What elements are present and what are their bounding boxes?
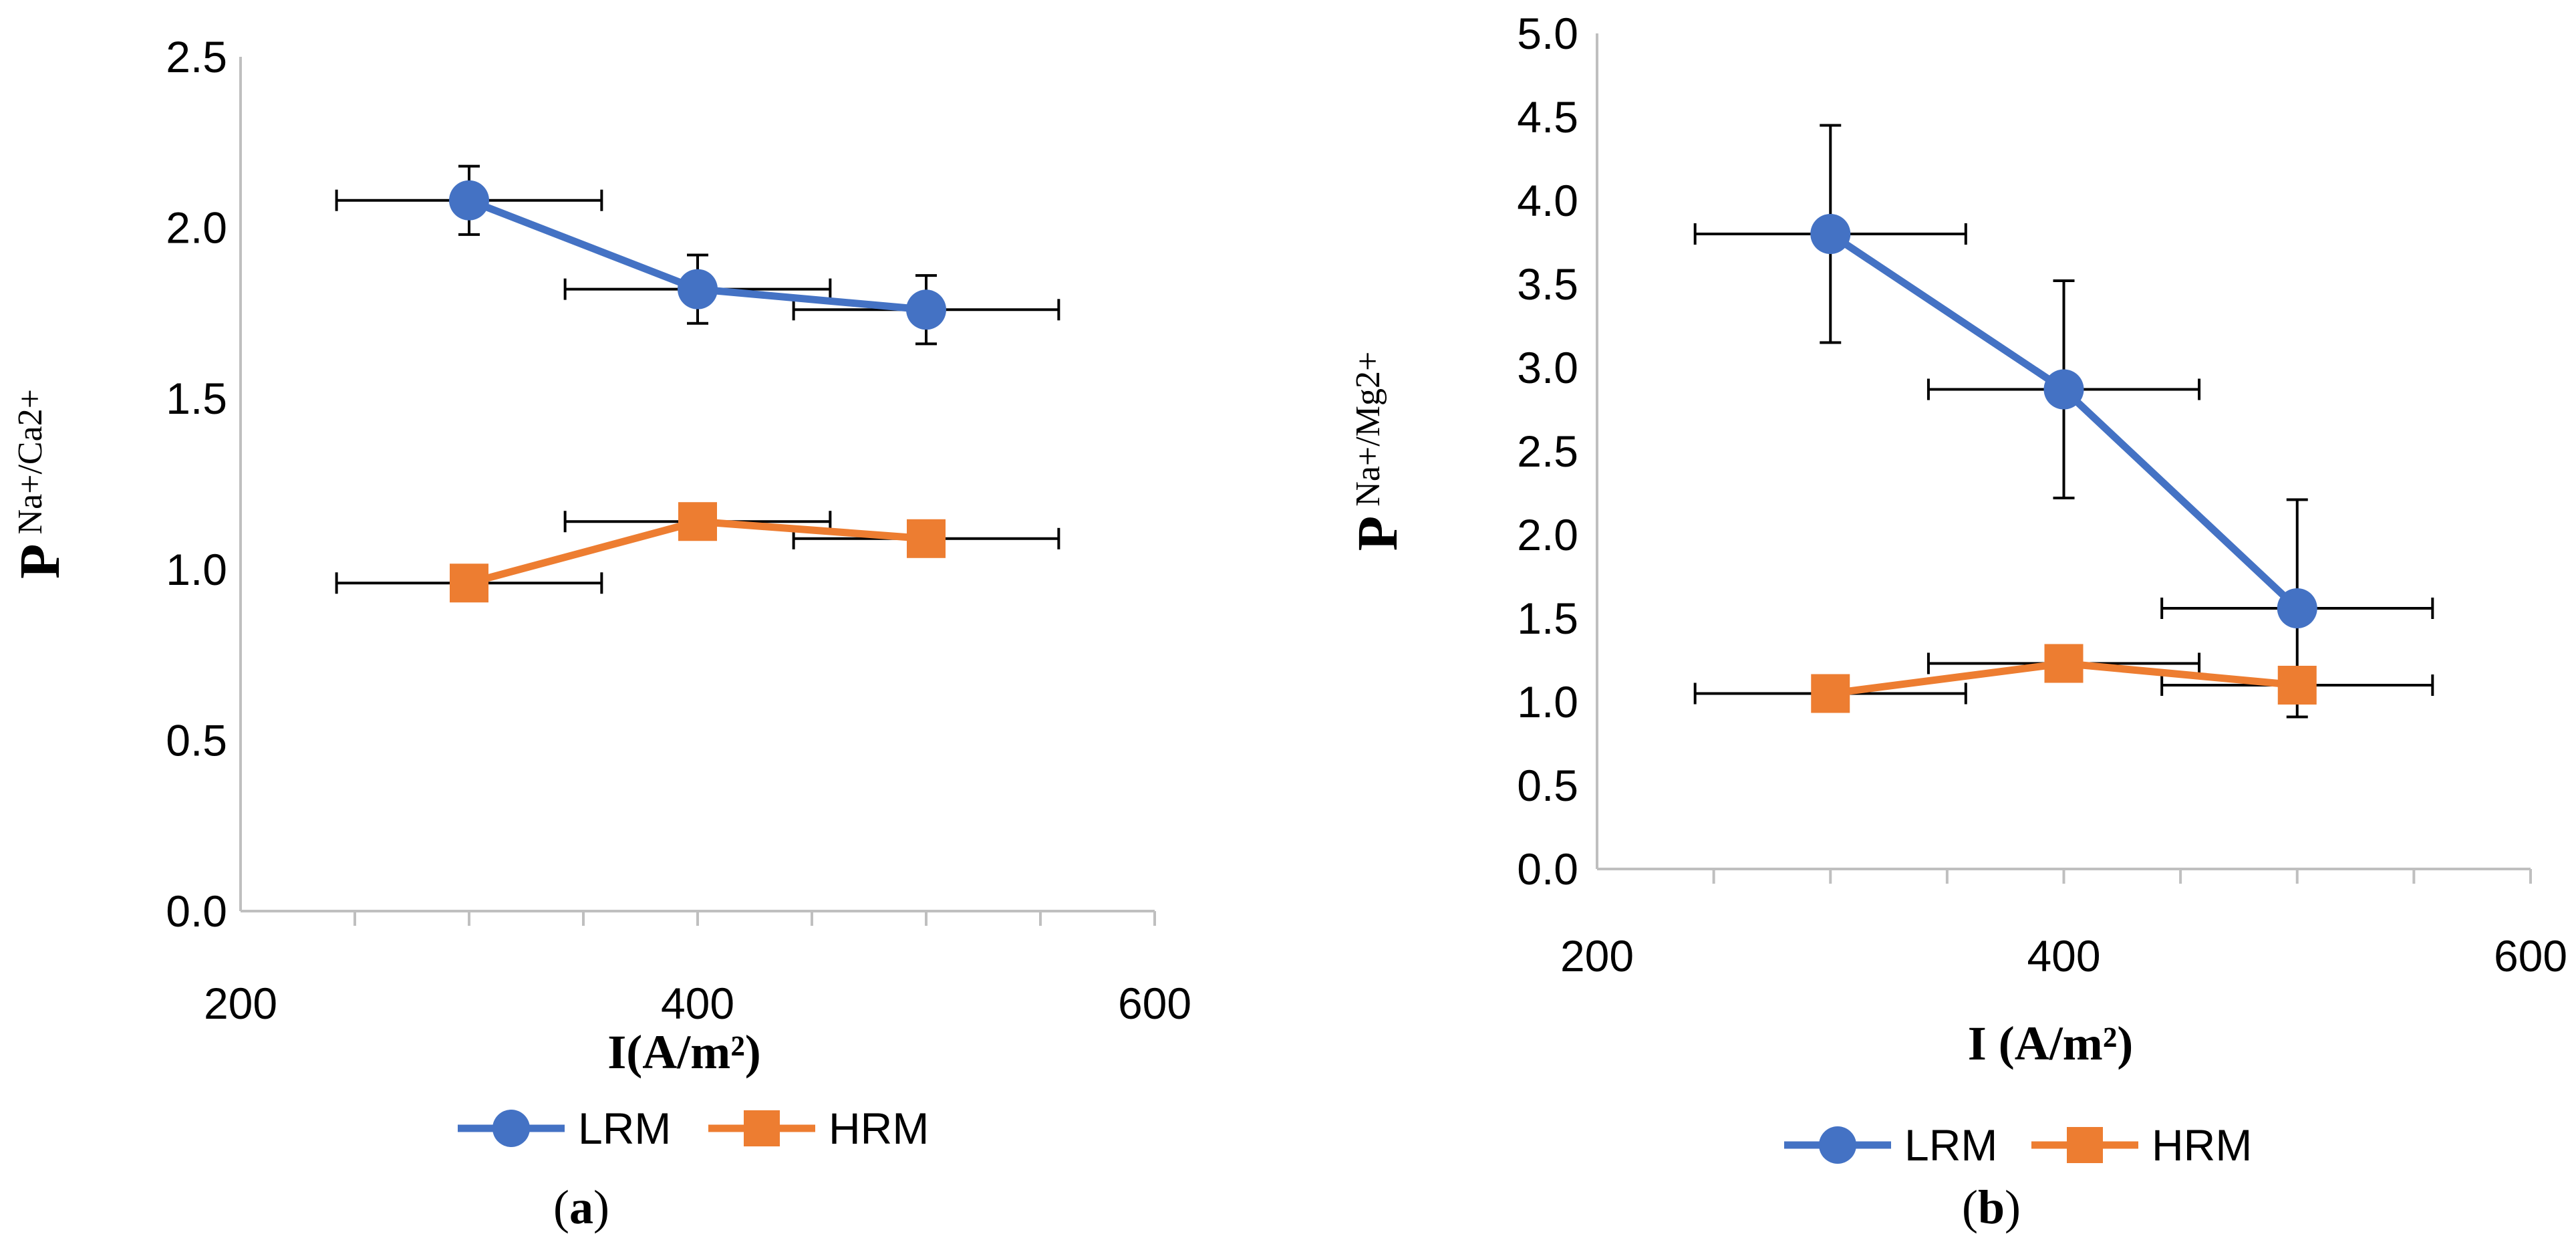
- data-point: [450, 564, 488, 603]
- y-tick-label: 2.5: [1517, 426, 1578, 476]
- x-tick-label: 200: [1560, 931, 1634, 981]
- y-tick-label: 4.5: [1517, 92, 1578, 142]
- legend-marker: [1819, 1126, 1856, 1164]
- chart-b: 0.0 0.5 1.0 1.5 2.0 2.5 3.0 3.5 4.0 4.5 5.0 200 400 6…: [1345, 9, 2567, 1170]
- x-tick-label: 600: [1118, 979, 1191, 1028]
- series-lrm: [1693, 124, 2434, 719]
- caption-b: (b): [1962, 1180, 2021, 1234]
- y-axis-title-sub: Na+/Mg2+: [1349, 352, 1387, 507]
- legend-marker: [744, 1110, 780, 1146]
- legend-label: LRM: [1904, 1120, 1997, 1170]
- y-tick-label: 1.5: [166, 374, 227, 423]
- y-tick-label: 0.5: [166, 715, 227, 765]
- x-tick-label: 600: [2494, 931, 2567, 981]
- y-tick-label: 3.5: [1517, 259, 1578, 309]
- legend: LRM HRM: [1784, 1120, 2252, 1170]
- y-tick-label: 0.5: [1517, 761, 1578, 810]
- y-axis-title: P Na+/Mg2+: [1345, 352, 1409, 551]
- data-point: [678, 502, 717, 541]
- data-point: [2277, 666, 2317, 705]
- y-axis-title-sub: Na+/Ca2+: [11, 389, 49, 535]
- y-tick-label: 1.0: [1517, 677, 1578, 727]
- series-hrm: [1693, 644, 2434, 713]
- x-tick-label: 200: [204, 979, 277, 1028]
- y-tick-label: 2.5: [166, 32, 227, 82]
- y-tick-label: 0.0: [1517, 844, 1578, 894]
- y-tick-label: 1.0: [166, 545, 227, 594]
- data-point: [2043, 369, 2084, 410]
- x-axis-title: I(A/m²): [607, 1025, 761, 1079]
- x-tick-label: 400: [2027, 931, 2100, 981]
- legend-marker: [2067, 1127, 2103, 1163]
- legend-label: LRM: [578, 1104, 671, 1153]
- y-tick-label: 2.0: [166, 203, 227, 253]
- y-tick-label: 5.0: [1517, 9, 1578, 58]
- y-tick-label: 3.0: [1517, 343, 1578, 392]
- y-tick-label: 1.5: [1517, 594, 1578, 643]
- y-axis-title-main: P: [7, 543, 71, 579]
- data-point: [678, 269, 718, 309]
- data-point: [2044, 644, 2084, 683]
- legend-label: HRM: [2152, 1120, 2252, 1170]
- caption-a: (a): [553, 1180, 609, 1234]
- y-axis-title: P Na+/Ca2+: [7, 389, 71, 579]
- data-point: [906, 289, 946, 330]
- legend: LRM HRM: [458, 1104, 929, 1153]
- series-hrm: [335, 502, 1060, 603]
- y-axis-title-main: P: [1345, 516, 1409, 551]
- legend-marker: [492, 1110, 530, 1147]
- y-tick-label: 0.0: [166, 886, 227, 936]
- x-tick-label: 400: [661, 979, 734, 1028]
- y-tick-label: 4.0: [1517, 176, 1578, 225]
- chart-a: 0.0 0.5 1.0 1.5 2.0 2.5 200 400 600 I(A/m²) P Na+/C…: [7, 32, 1191, 1153]
- y-tick-label: 2.0: [1517, 510, 1578, 559]
- data-point: [449, 180, 489, 221]
- data-point: [907, 519, 946, 558]
- data-point: [1810, 214, 1851, 254]
- legend-label: HRM: [829, 1104, 929, 1153]
- series-lrm: [335, 164, 1060, 346]
- x-axis-title: I (A/m²): [1968, 1017, 2134, 1070]
- data-point: [2277, 588, 2317, 628]
- data-point: [1811, 674, 1850, 713]
